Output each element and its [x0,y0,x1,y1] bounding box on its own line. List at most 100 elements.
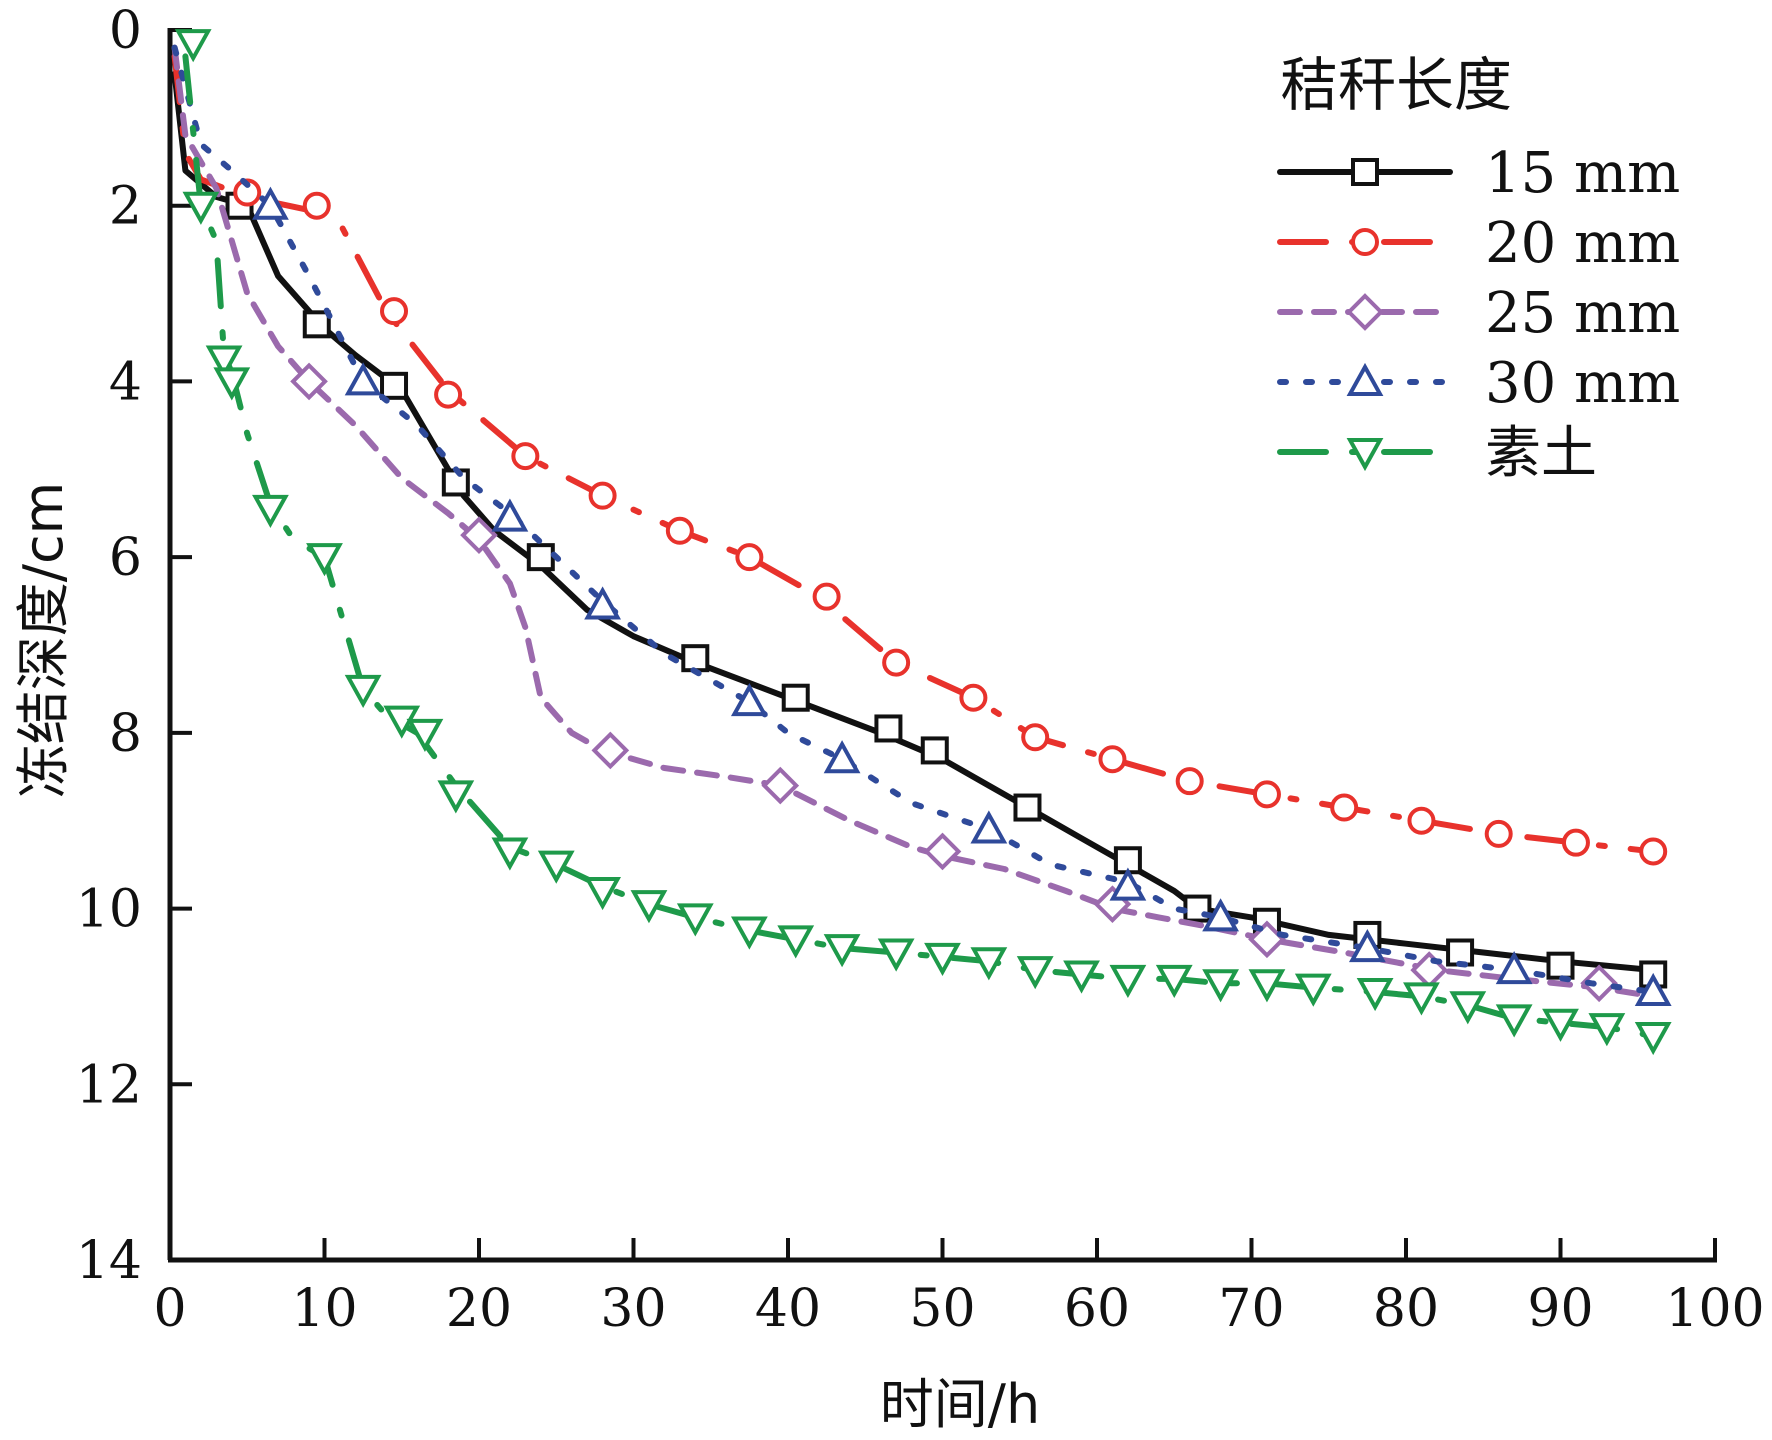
legend-entry: 素土 [1277,421,1597,486]
legend-label: 30 mm [1485,351,1680,416]
data-point [1634,972,1672,1007]
series-4 [171,44,1672,1007]
legend-marker [1346,438,1384,472]
data-point [1175,767,1204,796]
data-point [681,644,710,673]
data-point [882,648,911,677]
data-point [233,178,262,207]
data-point [1109,964,1147,998]
data-point [730,682,768,717]
x-tick-label: 100 [1665,1279,1764,1339]
data-point [380,371,409,400]
y-axis-title: 冻结深度/cm [12,482,75,799]
data-point [1580,964,1618,1003]
legend-title: 秸秆长度 [1280,51,1512,119]
data-point [1546,951,1575,980]
data-point [1013,793,1042,822]
x-axis-title: 时间/h [880,1373,1040,1436]
legend-label: 20 mm [1485,211,1680,276]
data-point [1294,973,1332,1007]
y-tick-label: 6 [109,528,142,588]
x-tick-label: 60 [1064,1279,1130,1339]
data-point [1561,828,1590,857]
y-tick-label: 8 [109,704,142,764]
legend-entry: 25 mm [1277,281,1680,346]
data-point [491,837,529,871]
data-point [1639,837,1668,866]
data-point [1542,1008,1579,1042]
data-point [781,683,810,712]
data-point [252,494,289,528]
data-point [874,714,903,743]
data-point [1155,964,1193,998]
data-point [823,934,861,968]
data-point [588,481,617,510]
data-point [1634,1021,1672,1056]
series-line [171,70,1657,974]
y-tick-label: 2 [109,177,142,237]
data-point [1202,969,1239,1003]
data-point [665,516,694,545]
legend-marker [1351,158,1379,186]
x-tick-label: 80 [1373,1279,1439,1339]
x-tick-label: 0 [153,1279,186,1339]
data-point [537,850,575,884]
series-2 [171,53,1668,866]
data-point [923,832,962,871]
data-point [1484,819,1513,848]
data-point [1449,991,1487,1025]
data-point [970,810,1008,844]
data-point [406,718,444,752]
data-point [252,186,289,220]
data-point [1021,723,1050,752]
data-point [924,942,961,977]
y-tick-label: 4 [109,352,142,412]
x-tick-label: 70 [1218,1279,1284,1339]
data-point [735,543,764,572]
y-tick-label: 10 [76,880,142,940]
data-point [441,468,470,497]
data-point [1252,780,1281,809]
data-point [1063,960,1100,994]
data-point [174,29,212,63]
data-point [1202,898,1239,932]
x-tick-label: 10 [291,1279,357,1339]
data-point [1407,806,1436,835]
series-3 [171,44,1657,1003]
data-point [491,498,529,532]
series-line [171,44,1657,995]
data-point [1016,956,1054,990]
data-point [1109,867,1147,901]
data-point [1356,978,1394,1012]
data-point [630,890,668,924]
legend-entry: 15 mm [1277,141,1680,206]
series-5 [174,29,1672,1056]
axes: 0 10 20 30 40 50 60 70 80 90 100 0 2 4 6 8 10 12 14 [76,1,1765,1339]
series-1 [171,70,1668,989]
data-point [761,766,800,805]
data-point [1446,938,1475,967]
data-point [511,442,540,471]
data-point [1495,950,1533,985]
data-point [213,367,251,401]
legend-entry: 20 mm [1277,211,1680,276]
x-tick-label: 40 [755,1279,821,1339]
data-point [1403,982,1440,1016]
series-line [171,44,1657,1000]
data-point [591,731,630,770]
y-tick-label: 12 [76,1055,142,1115]
data-point [434,380,463,409]
data-point [526,543,555,572]
data-point [730,916,768,950]
data-point [1348,928,1386,963]
data-point [920,736,949,765]
data-point [959,683,988,712]
y-tick-label: 14 [76,1231,142,1291]
y-tick-label: 0 [109,1,142,61]
data-point [676,903,714,937]
data-point [584,877,621,911]
data-point [1248,969,1286,1003]
legend-marker [1346,362,1384,396]
data-point [302,191,331,220]
